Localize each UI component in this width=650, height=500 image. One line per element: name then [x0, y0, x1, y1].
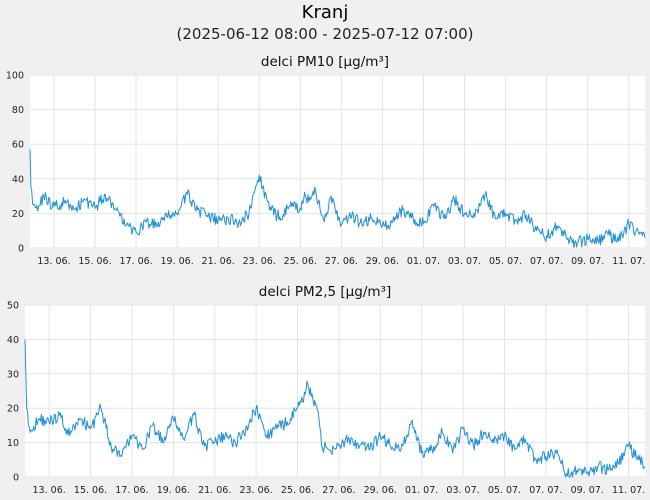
- y-tick-label: 40: [12, 174, 24, 185]
- x-tick-label: 03. 07.: [448, 256, 481, 267]
- series-line: [29, 149, 646, 248]
- x-tick-label: 17. 06.: [119, 256, 152, 267]
- series-line: [24, 339, 646, 478]
- x-tick-label: 23. 06.: [239, 485, 272, 496]
- x-tick-label: 01. 07.: [407, 256, 440, 267]
- x-tick-label: 21. 06.: [198, 485, 231, 496]
- x-tick-label: 01. 07.: [405, 485, 438, 496]
- y-tick-label: 50: [7, 301, 19, 312]
- x-tick-label: 25. 06.: [284, 256, 317, 267]
- x-tick-label: 29. 06.: [364, 485, 397, 496]
- chart-title: delci PM10 [µg/m³]: [261, 54, 389, 70]
- x-tick-label: 17. 06.: [115, 485, 148, 496]
- y-tick-label: 30: [7, 369, 19, 380]
- x-tick-label: 25. 06.: [281, 485, 314, 496]
- x-tick-label: 23. 06.: [243, 256, 276, 267]
- x-tick-label: 13. 06.: [33, 485, 66, 496]
- y-tick-label: 100: [6, 71, 24, 82]
- x-tick-label: 03. 07.: [446, 485, 479, 496]
- page-title: Kranj: [301, 2, 349, 23]
- y-tick-label: 20: [7, 404, 19, 415]
- x-tick-label: 05. 07.: [488, 485, 521, 496]
- x-tick-label: 19. 06.: [157, 485, 190, 496]
- x-tick-label: 21. 06.: [202, 256, 235, 267]
- x-tick-label: 15. 06.: [74, 485, 107, 496]
- page-subtitle: (2025-06-12 08:00 - 2025-07-12 07:00): [176, 25, 474, 43]
- x-tick-label: 05. 07.: [489, 256, 522, 267]
- x-tick-label: 27. 06.: [325, 256, 358, 267]
- x-tick-label: 09. 07.: [571, 485, 604, 496]
- y-tick-label: 0: [13, 473, 19, 484]
- y-tick-label: 40: [7, 335, 19, 346]
- x-tick-label: 11. 07.: [612, 485, 645, 496]
- x-tick-label: 09. 07.: [571, 256, 604, 267]
- y-tick-label: 20: [12, 209, 24, 220]
- y-tick-label: 80: [12, 105, 24, 116]
- y-tick-label: 60: [12, 140, 24, 151]
- x-tick-label: 13. 06.: [37, 256, 70, 267]
- x-tick-label: 15. 06.: [78, 256, 111, 267]
- x-tick-label: 07. 07.: [529, 485, 562, 496]
- x-tick-label: 11. 07.: [612, 256, 645, 267]
- chart-title: delci PM2,5 [µg/m³]: [259, 284, 391, 300]
- y-tick-label: 0: [18, 244, 24, 255]
- x-tick-label: 07. 07.: [530, 256, 563, 267]
- y-tick-label: 10: [7, 438, 19, 449]
- x-tick-label: 19. 06.: [160, 256, 193, 267]
- x-tick-label: 27. 06.: [322, 485, 355, 496]
- x-tick-label: 29. 06.: [366, 256, 399, 267]
